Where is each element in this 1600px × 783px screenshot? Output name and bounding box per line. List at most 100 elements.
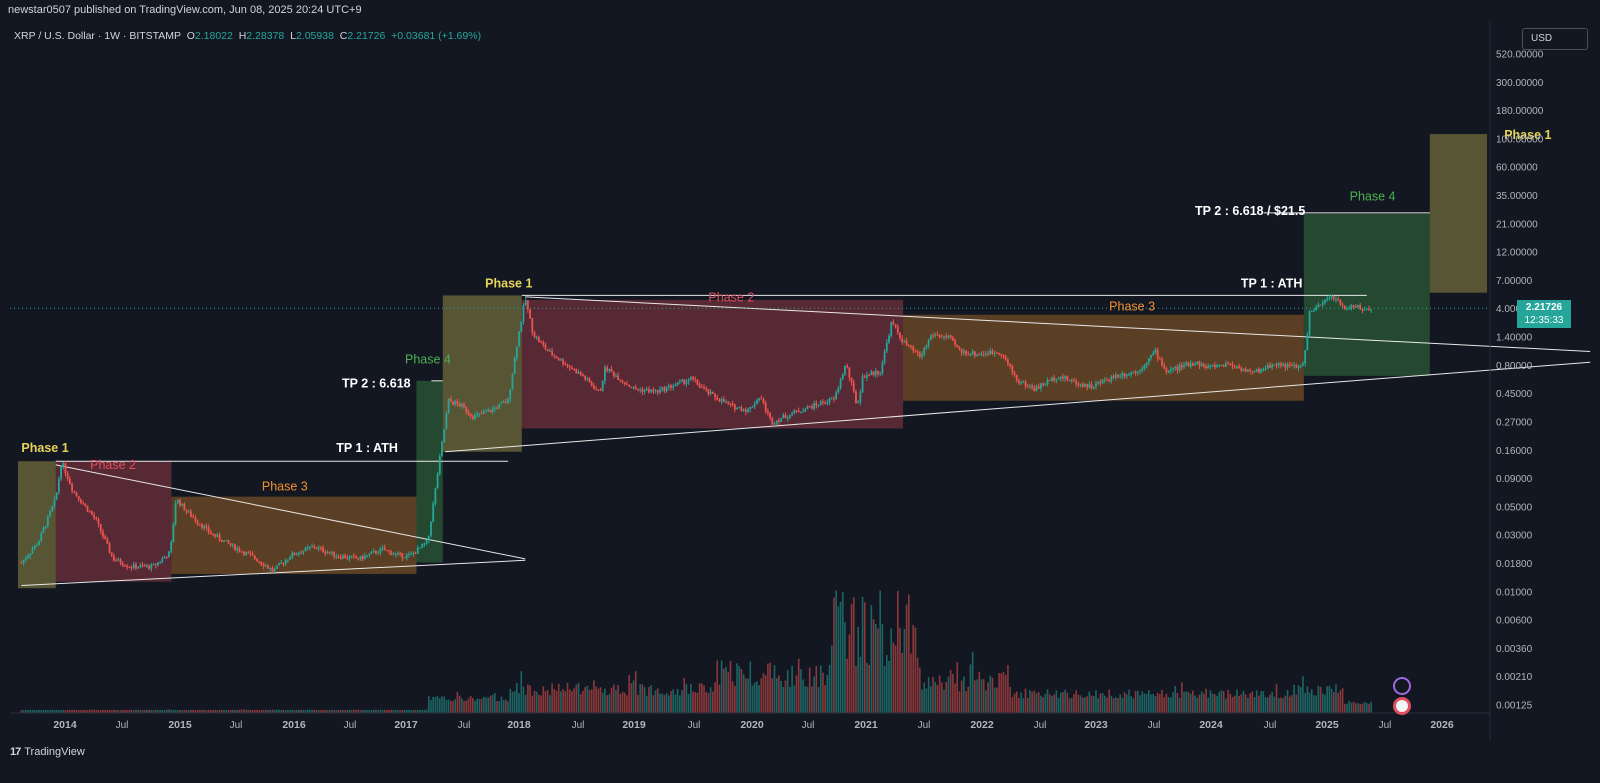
volume-bar [1332,692,1335,713]
candle-body [350,555,353,557]
candle-body [68,478,71,485]
volume-bar [1209,690,1212,713]
volume-bar [77,710,80,713]
phase-zone-1 [55,461,172,582]
close-value: 2.21726 [347,30,386,42]
volume-bar [1229,693,1232,713]
candle-body [1075,380,1078,384]
candle-body [33,545,36,550]
candle-body [1280,363,1282,366]
volume-bar [500,696,503,713]
volume-bar [672,689,675,713]
price-axis-label: 0.27000 [1496,417,1533,428]
volume-bar [996,687,998,713]
volume-bar [650,685,652,713]
candle-body [524,300,527,306]
candle-body [485,411,487,413]
volume-bar [212,710,214,713]
price-axis[interactable]: 520.00000 300.00000 180.00000 100.00000 60.0… [1496,50,1544,712]
candle-body [264,565,267,567]
candle-body [1370,309,1373,311]
volume-bar [1172,692,1174,713]
volume-bar [652,695,655,713]
candle-body [1013,372,1016,375]
volume-bar [183,710,186,713]
candle-body [190,511,192,517]
volume-bar [991,677,994,713]
us-flag-icon[interactable] [1393,697,1411,715]
volume-bar [1084,697,1086,713]
time-axis-label: 2020 [740,719,764,731]
candle-body [1249,369,1252,371]
candle-body [267,565,269,569]
candle-body [60,466,62,479]
candle-body [317,547,320,549]
volume-bar [218,709,221,713]
candle-body [1328,297,1331,299]
volume-bar [734,685,736,713]
candle-body [331,551,333,553]
candle-body [835,392,838,399]
candle-body [42,528,45,534]
candle-body [372,550,375,552]
currency-selector[interactable]: USD [1522,28,1588,50]
tradingview-brand[interactable]: 17 TradingView [10,746,85,758]
candle-body [185,510,188,512]
candle-body [474,415,476,419]
sparkle-icon[interactable] [1393,677,1411,695]
volume-bar [236,709,239,713]
lower-wedge-2-line [445,361,1591,453]
volume-bar [91,709,93,713]
candle-body [1158,358,1161,360]
candle-body [755,399,758,405]
candle-body [846,365,849,368]
candle-body [238,548,241,552]
volume-bar [397,710,399,713]
volume-bar [1218,691,1221,713]
volume-bar [1205,688,1207,713]
candle-body [1339,299,1342,305]
volume-bar [771,678,774,713]
candle-body [498,404,501,409]
volume-bar [423,709,426,713]
candle-body [533,332,536,338]
candle-body [366,555,369,557]
volume-bar [245,709,247,713]
candle-body [66,473,69,479]
candle-body [502,401,505,403]
volume-bar [284,710,287,713]
volume-bar [511,691,514,713]
time-axis-label: 2026 [1430,719,1454,731]
candle-body [102,531,104,537]
candle-body [27,555,29,559]
candle-body [762,398,765,403]
candle-body [209,532,212,534]
volume-bar [833,597,835,713]
candle-body [1359,305,1362,309]
symbol-name[interactable]: XRP / U.S. Dollar · 1W · BITSTAMP [14,30,181,42]
volume-bar [192,709,194,713]
candle-body [1183,364,1185,368]
candle-body [170,542,173,552]
candle-body [716,397,719,400]
candle-body [632,387,635,389]
time-axis-label: Jul [116,720,129,731]
time-axis[interactable]: 2014 Jul 2015 Jul 2016 Jul 2017 Jul 2018 Jul 2019 J… [53,719,1454,731]
volume-bar [1189,693,1192,713]
candle-body [335,556,338,558]
candle-body [571,367,573,370]
volume-bar [905,604,908,713]
candle-body [1106,379,1108,381]
volume-bar [969,664,972,713]
volume-bar [485,697,487,713]
candle-body [1240,367,1243,371]
candle-body [1187,362,1190,367]
volume-bar [324,709,327,713]
volume-bar [271,709,274,713]
candle-body [793,410,796,414]
volume-bar [1040,695,1042,713]
price-axis-label: 100.00000 [1496,134,1544,145]
volume-bar [800,669,802,713]
symbol-legend[interactable]: XRP / U.S. Dollar · 1W · BITSTAMP O2.180… [14,30,481,42]
